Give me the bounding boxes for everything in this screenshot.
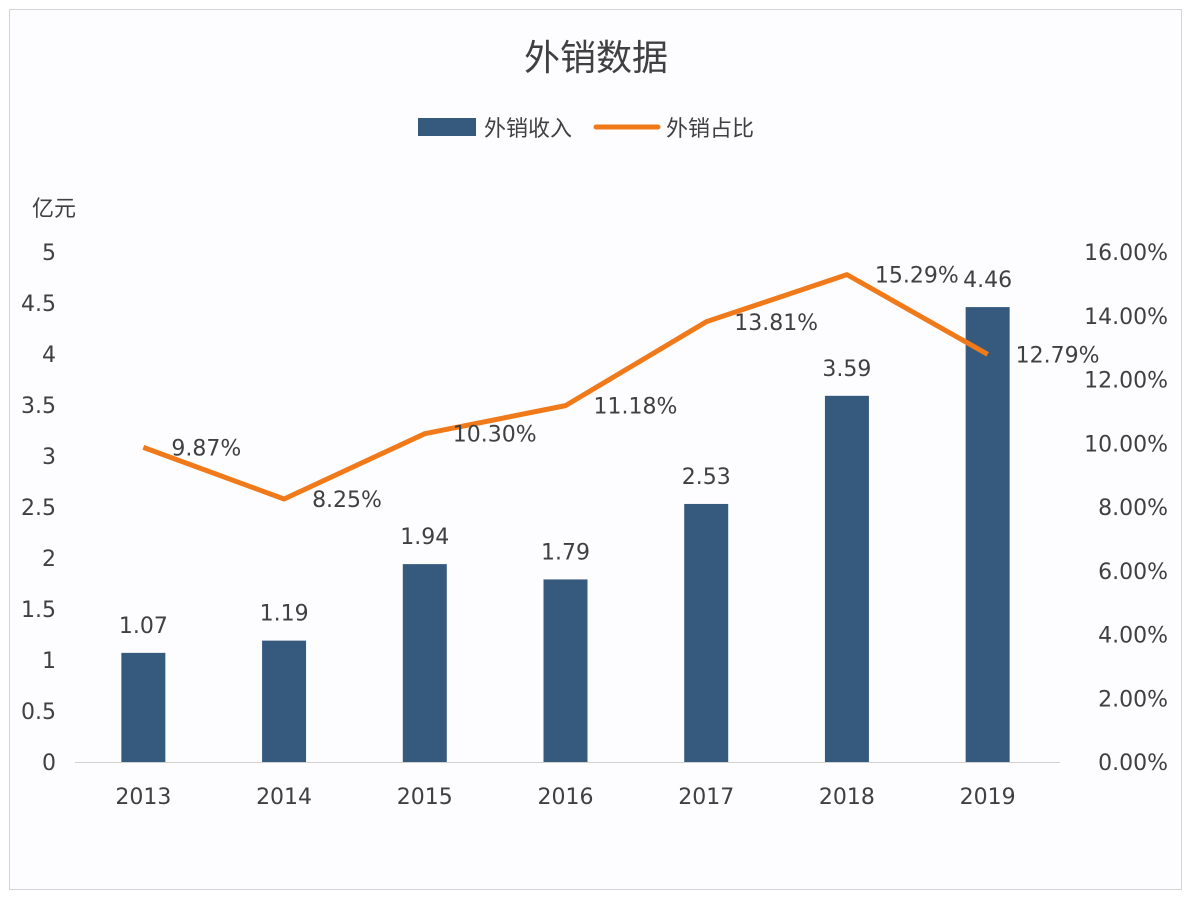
bar-data-label: 4.46 (963, 268, 1012, 293)
y-tick-label: 1 (42, 649, 56, 674)
x-tick-label: 2016 (538, 785, 594, 810)
y2-tick-label: 0.00% (1098, 751, 1168, 776)
y2-tick-label: 6.00% (1098, 560, 1168, 585)
y-tick-label: 5 (42, 241, 56, 266)
y-tick-label: 3.5 (21, 394, 56, 419)
y2-tick-label: 8.00% (1098, 496, 1168, 521)
x-tick-label: 2014 (256, 785, 312, 810)
y-tick-label: 4.5 (21, 292, 56, 317)
line-data-label: 11.18% (594, 395, 678, 420)
x-tick-label: 2015 (397, 785, 453, 810)
y-tick-label: 2 (42, 547, 56, 572)
y-tick-label: 2.5 (21, 496, 56, 521)
bar (684, 503, 729, 762)
y2-tick-label: 16.00% (1084, 241, 1168, 266)
y2-tick-label: 2.00% (1098, 687, 1168, 712)
line-data-label: 8.25% (312, 488, 382, 513)
bar-data-label: 2.53 (682, 465, 731, 490)
line-data-label: 15.29% (875, 264, 959, 289)
bar-data-label: 1.07 (119, 614, 168, 639)
legend-label-bar: 外销收入 (484, 117, 572, 142)
bar (402, 564, 447, 762)
bar (262, 640, 307, 762)
y-tick-label: 4 (42, 343, 56, 368)
bar-data-label: 3.59 (822, 357, 871, 382)
y2-tick-label: 10.00% (1084, 432, 1168, 457)
y2-tick-label: 12.00% (1084, 369, 1168, 394)
y-tick-label: 1.5 (21, 598, 56, 623)
x-tick-label: 2017 (678, 785, 734, 810)
bar (543, 579, 588, 762)
legend-label-line: 外销占比 (666, 117, 754, 142)
line-data-label: 12.79% (1016, 343, 1100, 368)
legend-bar-swatch (418, 118, 476, 136)
chart-title: 外销数据 (524, 38, 668, 79)
bar (824, 395, 869, 762)
x-tick-label: 2018 (819, 785, 875, 810)
x-tick-label: 2019 (960, 785, 1016, 810)
bar (121, 652, 166, 762)
line-data-label: 13.81% (734, 311, 818, 336)
x-tick-label: 2013 (115, 785, 171, 810)
y2-tick-label: 4.00% (1098, 624, 1168, 649)
bar-data-label: 1.19 (260, 602, 309, 627)
y2-tick-label: 14.00% (1084, 305, 1168, 330)
bar (965, 307, 1010, 762)
line-data-label: 9.87% (171, 436, 241, 461)
bar-data-label: 1.94 (400, 525, 449, 550)
bar-data-label: 1.79 (541, 540, 590, 565)
y-axis-title: 亿元 (32, 197, 76, 222)
y-tick-label: 0.5 (21, 700, 56, 725)
line-data-label: 10.30% (453, 423, 537, 448)
y-tick-label: 3 (42, 445, 56, 470)
y-tick-label: 0 (42, 751, 56, 776)
